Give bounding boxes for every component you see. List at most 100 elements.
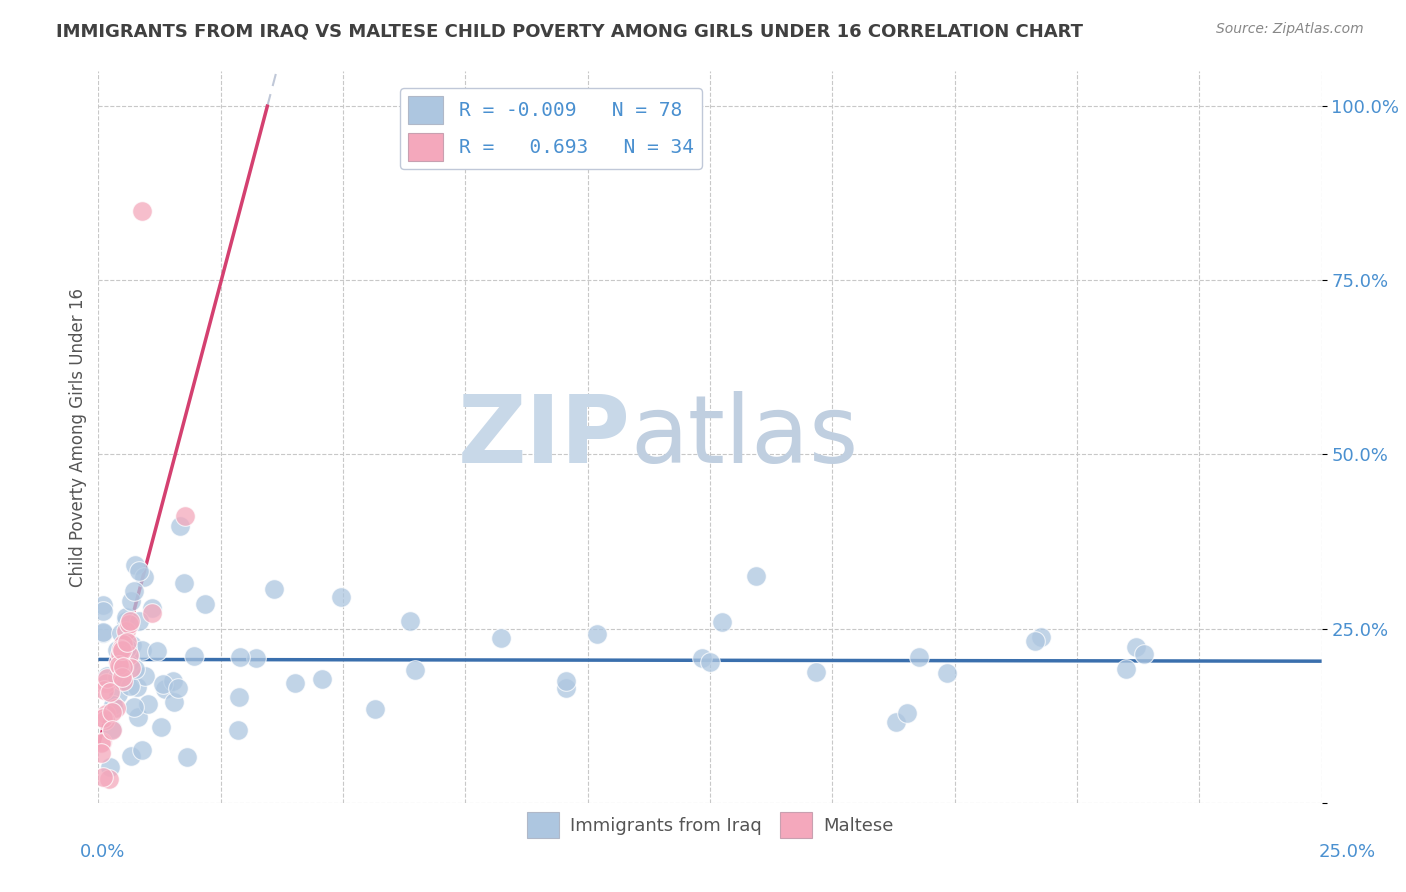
Point bbox=[489, 631, 512, 645]
Point bbox=[745, 569, 768, 583]
Point bbox=[166, 681, 188, 695]
Point bbox=[118, 648, 141, 662]
Point bbox=[131, 743, 153, 757]
Point bbox=[131, 643, 153, 657]
Point bbox=[114, 614, 136, 628]
Text: atlas: atlas bbox=[630, 391, 859, 483]
Point bbox=[118, 616, 141, 631]
Point bbox=[115, 635, 138, 649]
Point bbox=[134, 669, 156, 683]
Point bbox=[105, 701, 128, 715]
Point bbox=[226, 723, 249, 737]
Point bbox=[91, 625, 114, 640]
Point bbox=[245, 650, 267, 665]
Point bbox=[98, 772, 121, 786]
Point bbox=[1024, 634, 1046, 648]
Point bbox=[91, 711, 114, 725]
Point bbox=[125, 680, 148, 694]
Point bbox=[107, 687, 129, 701]
Point bbox=[896, 706, 918, 720]
Point bbox=[107, 658, 129, 673]
Point bbox=[194, 597, 217, 611]
Point bbox=[908, 649, 931, 664]
Point bbox=[228, 690, 250, 705]
Point bbox=[103, 701, 125, 715]
Point bbox=[90, 746, 112, 760]
Point bbox=[555, 681, 578, 695]
Point bbox=[173, 576, 195, 591]
Point bbox=[91, 771, 114, 785]
Point bbox=[1125, 640, 1147, 655]
Point bbox=[107, 655, 129, 669]
Point bbox=[111, 660, 134, 674]
Point bbox=[90, 736, 112, 750]
Point bbox=[884, 715, 907, 730]
Text: ZIP: ZIP bbox=[457, 391, 630, 483]
Point bbox=[91, 604, 114, 618]
Point bbox=[804, 665, 827, 679]
Point bbox=[120, 594, 142, 608]
Point bbox=[136, 697, 159, 711]
Point bbox=[94, 713, 117, 727]
Point bbox=[124, 558, 146, 572]
Point bbox=[146, 644, 169, 658]
Point bbox=[364, 702, 387, 716]
Point bbox=[93, 683, 115, 698]
Point bbox=[1115, 662, 1137, 676]
Point bbox=[108, 660, 131, 674]
Point bbox=[114, 657, 136, 672]
Point bbox=[153, 681, 176, 696]
Point bbox=[120, 660, 142, 674]
Point bbox=[110, 626, 132, 640]
Point bbox=[163, 695, 186, 709]
Point bbox=[105, 669, 128, 683]
Point bbox=[555, 673, 578, 688]
Point bbox=[96, 669, 118, 683]
Point bbox=[699, 655, 721, 669]
Point bbox=[398, 614, 420, 628]
Point bbox=[91, 598, 114, 612]
Point bbox=[118, 655, 141, 669]
Point bbox=[128, 564, 150, 578]
Point bbox=[118, 679, 141, 693]
Point bbox=[329, 590, 352, 604]
Point bbox=[96, 675, 118, 690]
Point bbox=[183, 649, 205, 664]
Point bbox=[173, 509, 195, 524]
Point bbox=[111, 673, 134, 688]
Point bbox=[1133, 647, 1156, 661]
Point bbox=[114, 609, 136, 624]
Point bbox=[115, 624, 138, 638]
Point bbox=[122, 700, 145, 714]
Point bbox=[112, 658, 135, 673]
Point bbox=[150, 720, 173, 734]
Point bbox=[122, 584, 145, 599]
Text: 0.0%: 0.0% bbox=[80, 843, 125, 861]
Point bbox=[111, 669, 134, 683]
Point bbox=[101, 723, 124, 737]
Point bbox=[311, 672, 333, 686]
Point bbox=[131, 203, 153, 218]
Point bbox=[228, 650, 250, 665]
Text: IMMIGRANTS FROM IRAQ VS MALTESE CHILD POVERTY AMONG GIRLS UNDER 16 CORRELATION C: IMMIGRANTS FROM IRAQ VS MALTESE CHILD PO… bbox=[56, 22, 1083, 40]
Point bbox=[690, 651, 713, 665]
Point bbox=[132, 570, 155, 584]
Point bbox=[90, 735, 112, 749]
Point bbox=[162, 673, 184, 688]
Point bbox=[120, 615, 142, 629]
Point bbox=[176, 750, 198, 764]
Point bbox=[105, 643, 128, 657]
Point bbox=[128, 614, 150, 628]
Point bbox=[101, 698, 124, 713]
Point bbox=[404, 663, 426, 677]
Point bbox=[110, 642, 132, 657]
Point bbox=[169, 519, 191, 533]
Point bbox=[152, 677, 174, 691]
Point bbox=[98, 684, 121, 698]
Point bbox=[91, 625, 114, 640]
Point bbox=[936, 665, 959, 680]
Point bbox=[111, 637, 134, 651]
Point bbox=[120, 749, 142, 764]
Point bbox=[101, 723, 124, 738]
Y-axis label: Child Poverty Among Girls Under 16: Child Poverty Among Girls Under 16 bbox=[69, 287, 87, 587]
